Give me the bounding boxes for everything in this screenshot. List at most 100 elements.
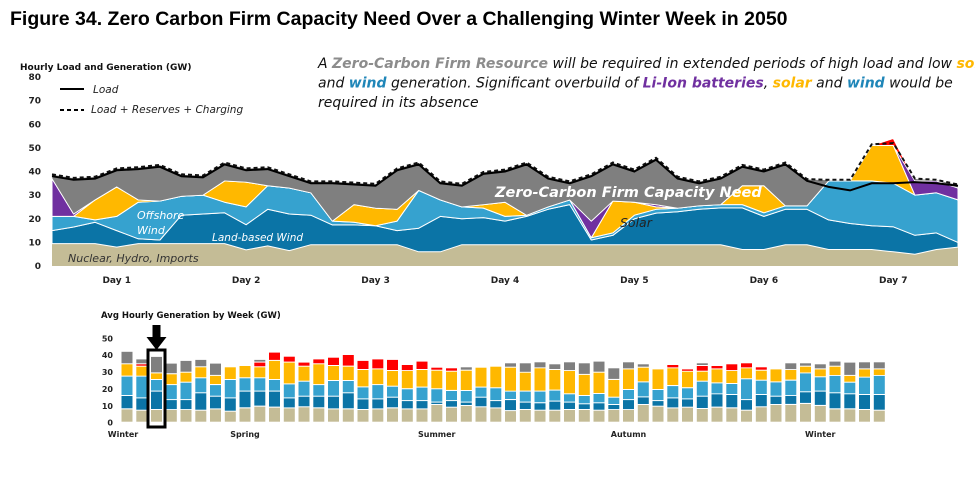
- bar-segment-offshore-wind: [431, 389, 443, 402]
- bar-segment-nuclear: [652, 406, 664, 422]
- bar-segment-firm: [180, 360, 192, 372]
- bar-segment-land-wind: [873, 395, 885, 410]
- bar-segment-nuclear: [534, 410, 546, 422]
- bar-segment-nuclear: [269, 407, 280, 422]
- season-label: Winter: [805, 430, 836, 439]
- x-tick-label: Day 1: [102, 276, 131, 286]
- week-bar-44: [755, 367, 767, 422]
- week-bar-5: [180, 360, 192, 422]
- bar-segment-offshore-wind: [269, 380, 280, 391]
- week-bar-15: [328, 357, 339, 422]
- week-bar-47: [800, 363, 811, 422]
- bar-segment-red: [741, 363, 752, 368]
- bar-segment-nuclear: [195, 410, 207, 422]
- bar-segment-firm: [505, 363, 516, 367]
- bar-segment-red: [254, 362, 266, 367]
- week-bar-36: [637, 364, 649, 422]
- week-bar-17: [357, 360, 369, 422]
- bar-segment-red: [269, 352, 280, 360]
- bar-segment-land-wind: [829, 393, 841, 409]
- bar-segment-offshore-wind: [387, 386, 398, 397]
- bar-segment-land-wind: [151, 391, 162, 409]
- bar-segment-land-wind: [283, 398, 295, 408]
- bar-segment-land-wind: [239, 391, 251, 408]
- bar-segment-nuclear: [593, 410, 605, 422]
- bar-segment-firm: [519, 363, 531, 372]
- bar-segment-solar: [254, 367, 266, 378]
- y-tick-label: 10: [28, 238, 41, 248]
- bar-segment-solar: [711, 369, 723, 383]
- bar-segment-land-wind: [401, 401, 413, 409]
- bar-segment-solar: [210, 375, 221, 384]
- bar-segment-nuclear: [180, 410, 192, 422]
- bar-segment-nuclear: [844, 409, 856, 422]
- bar-segment-nuclear: [667, 408, 679, 422]
- bar-segment-solar: [519, 372, 531, 391]
- week-bar-26: [490, 366, 502, 422]
- bar-segment-solar: [195, 367, 207, 378]
- bar-segment-land-wind: [711, 394, 723, 407]
- bar-segment-solar: [372, 369, 384, 385]
- bar-segment-firm: [136, 359, 148, 364]
- week-bar-27: [505, 363, 516, 422]
- annotation-line: and wind generation. Significant overbui…: [318, 76, 953, 92]
- bar-segment-offshore-wind: [416, 387, 428, 401]
- bar-segment-offshore-wind: [313, 385, 325, 396]
- bar-segment-land-wind: [534, 403, 546, 410]
- bar-segment-offshore-wind: [136, 376, 148, 398]
- bar-segment-land-wind: [682, 399, 693, 407]
- week-bar-38: [667, 365, 679, 422]
- y-axis-title: Hourly Load and Generation (GW): [20, 63, 191, 73]
- bar-segment-solar: [357, 370, 369, 387]
- bar-segment-firm: [534, 362, 546, 368]
- week-bar-16: [342, 355, 354, 422]
- bar-segment-firm: [623, 362, 634, 369]
- bar-segment-solar: [859, 369, 870, 377]
- bar-segment-solar: [431, 370, 443, 389]
- bar-segment-land-wind: [431, 402, 443, 404]
- stacked-areas: [51, 137, 959, 266]
- bar-segment-solar: [844, 375, 856, 382]
- annotation-segment-text: will be required in extended periods of …: [548, 56, 956, 72]
- bar-segment-offshore-wind: [342, 381, 354, 393]
- bar-segment-solar: [667, 368, 679, 385]
- week-bar-31: [564, 362, 575, 422]
- bar-segment-solar: [873, 369, 885, 375]
- annotation-segment-text: ,: [764, 76, 773, 92]
- weekly-y-tick-label: 0: [107, 419, 113, 428]
- bar-segment-offshore-wind: [401, 389, 413, 401]
- annotation-segment-text: A: [317, 56, 332, 72]
- arrow-down-icon: [146, 325, 167, 350]
- week-bar-9: [239, 366, 251, 422]
- bar-segment-nuclear: [637, 405, 649, 422]
- week-bar-51: [859, 362, 870, 422]
- bar-segment-land-wind: [254, 391, 266, 406]
- bar-segment-red: [446, 368, 457, 371]
- bar-segment-solar: [239, 366, 251, 378]
- week-bar-29: [534, 362, 546, 422]
- bar-segment-land-wind: [637, 397, 649, 404]
- bar-segment-solar: [785, 370, 797, 380]
- bar-segment-offshore-wind: [667, 386, 679, 398]
- bar-segment-nuclear: [755, 407, 767, 422]
- bar-segment-nuclear: [696, 409, 708, 422]
- bar-segment-offshore-wind: [490, 388, 502, 401]
- bar-segment-nuclear: [136, 410, 148, 422]
- x-tick-label: Day 4: [491, 276, 520, 286]
- annotation-segment-solar: solar: [956, 56, 975, 72]
- bar-segment-firm: [844, 362, 856, 375]
- bar-segment-land-wind: [696, 396, 708, 408]
- bar-segment-solar: [564, 371, 575, 394]
- weekly-chart-title: Avg Hourly Generation by Week (GW): [101, 311, 281, 321]
- bar-segment-land-wind: [416, 401, 428, 409]
- bar-segment-land-wind: [564, 402, 575, 409]
- bar-segment-solar: [549, 370, 561, 390]
- y-tick-label: 80: [28, 73, 41, 83]
- x-tick-label: Day 6: [750, 276, 779, 286]
- area-firm-capacity-need: [51, 137, 959, 222]
- bar-segment-land-wind: [785, 396, 797, 404]
- bar-segment-nuclear: [239, 408, 251, 422]
- bar-segment-land-wind: [372, 399, 384, 409]
- annotation-line: A Zero-Carbon Firm Resource will be requ…: [317, 56, 975, 72]
